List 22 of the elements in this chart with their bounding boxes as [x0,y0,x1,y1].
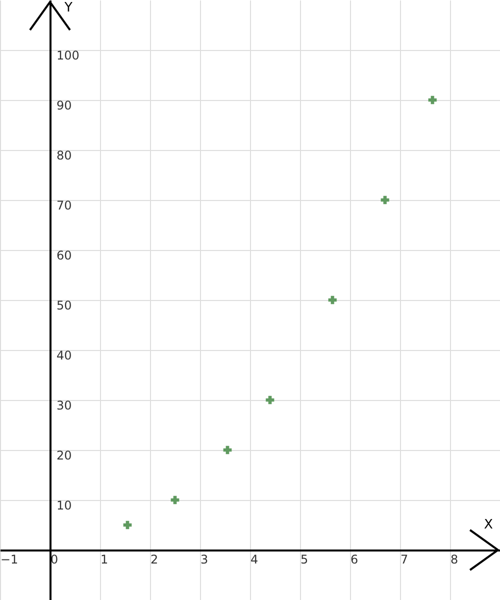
y-tick-label: 50 [56,298,72,312]
y-tick-label: 30 [56,398,72,412]
x-tick-label: 8 [450,552,458,566]
x-tick-label: 4 [250,552,258,566]
x-tick-label: 6 [350,552,358,566]
x-tick-label: 0 [50,552,58,566]
y-tick-label: 90 [56,98,72,112]
y-tick-label: 80 [56,148,72,162]
x-tick-label: 7 [400,552,408,566]
y-tick-label: 40 [56,348,72,362]
y-tick-label: 70 [56,198,72,212]
y-tick-label: 100 [56,48,80,62]
x-axis-title: X [484,518,494,532]
x-tick-label: 3 [200,552,208,566]
y-axis-title: Y [64,0,73,16]
x-tick-label: −1 [0,552,18,566]
y-tick-label: 20 [56,448,72,462]
x-tick-label: 1 [100,552,108,566]
x-tick-label: 5 [300,552,308,566]
x-tick-label: 2 [150,552,158,566]
y-tick-label: 10 [56,498,72,512]
y-tick-label: 60 [56,248,72,262]
